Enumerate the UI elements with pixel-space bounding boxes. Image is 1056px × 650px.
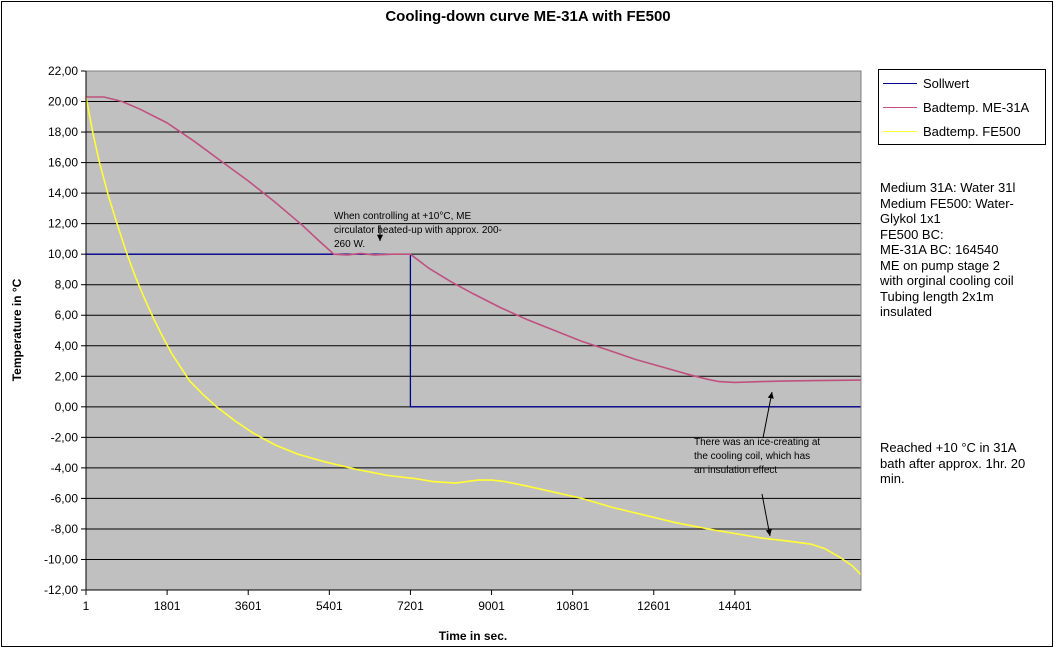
series-line-sollwert bbox=[86, 253, 861, 408]
annotation-2: There was an ice-creating at the cooling … bbox=[694, 437, 820, 476]
legend-label: Badtemp. FE500 bbox=[923, 123, 1021, 139]
y-tick-label: 14,00 bbox=[48, 186, 78, 200]
legend-swatch bbox=[883, 106, 917, 108]
annotation-text: There was an ice-creating at bbox=[694, 437, 820, 448]
annotations: When controlling at +10°C, ME circulator … bbox=[334, 211, 820, 537]
y-tick-label: 0,00 bbox=[55, 400, 79, 414]
annotation-arrow-head bbox=[376, 234, 384, 241]
legend-swatch bbox=[883, 82, 917, 84]
y-tick-label: 10,00 bbox=[48, 247, 78, 261]
y-tick-label: -10,00 bbox=[44, 552, 78, 566]
legend-swatch bbox=[883, 130, 917, 132]
y-tick-label: 12,00 bbox=[48, 217, 78, 231]
y-tick-label: 16,00 bbox=[48, 156, 78, 170]
x-axis-title: Time in sec. bbox=[439, 629, 507, 643]
x-tick-label: 5401 bbox=[316, 599, 343, 613]
legend: Sollwert Badtemp. ME-31A Badtemp. FE500 bbox=[878, 69, 1046, 145]
annotation-arrow-head bbox=[767, 392, 774, 399]
annotation-text: an insulation effect bbox=[694, 465, 777, 476]
medium-notes: Medium 31A: Water 31l Medium FE500: Wate… bbox=[880, 180, 1015, 320]
annotation-text: the cooling coil, which has bbox=[694, 451, 810, 462]
note-line: FE500 BC: bbox=[880, 226, 944, 242]
note-line: Glykol 1x1 bbox=[880, 211, 941, 226]
annotation-text: circulator heated-up with approx. 200- bbox=[334, 225, 502, 236]
y-tick-label: 2,00 bbox=[55, 369, 79, 383]
note-line: Tubing length 2x1m bbox=[880, 288, 994, 304]
axes: 22,0020,0018,0016,0014,0012,0010,008,006… bbox=[44, 64, 862, 613]
plot-area bbox=[86, 71, 861, 590]
note-line: with orginal cooling coil bbox=[880, 273, 1014, 288]
legend-label: Sollwert bbox=[923, 75, 970, 91]
note-line: ME-31A BC: 164540 bbox=[880, 242, 999, 257]
chart-title: Cooling-down curve ME-31A with FE500 bbox=[385, 8, 671, 25]
series-line-badtemp-me-31a bbox=[86, 96, 862, 384]
note-line: Reached +10 °C in 31A bbox=[880, 440, 1017, 455]
note-line: bath after approx. 1hr. 20 bbox=[880, 455, 1026, 471]
legend-item-badtemp-me31a: Badtemp. ME-31A bbox=[883, 97, 1029, 117]
x-tick-label: 10801 bbox=[556, 599, 590, 613]
x-tick-label: 12601 bbox=[637, 599, 671, 613]
y-axis-title: Temperature in °C bbox=[10, 278, 24, 381]
annotation-arrow bbox=[761, 493, 771, 537]
y-tick-label: 8,00 bbox=[55, 278, 79, 292]
x-tick-label: 7201 bbox=[397, 599, 424, 613]
note-line: min. bbox=[880, 471, 905, 486]
y-tick-label: 18,00 bbox=[48, 125, 78, 139]
y-tick-label: -8,00 bbox=[51, 522, 79, 536]
series-line-badtemp-fe500 bbox=[85, 96, 862, 576]
annotation-text: 260 W. bbox=[334, 239, 365, 250]
legend-item-badtemp-fe500: Badtemp. FE500 bbox=[883, 121, 1021, 141]
x-tick-label: 1 bbox=[83, 599, 90, 613]
x-tick-label: 9001 bbox=[478, 599, 505, 613]
y-tick-label: 6,00 bbox=[55, 308, 79, 322]
y-tick-label: -6,00 bbox=[51, 491, 79, 505]
result-notes: Reached +10 °C in 31A bath after approx.… bbox=[880, 440, 1025, 487]
note-line: Medium FE500: Water- bbox=[880, 195, 1014, 211]
note-line: Medium 31A: Water 31l bbox=[880, 180, 1016, 195]
series-layer bbox=[85, 96, 862, 576]
annotation-arrow-head bbox=[765, 529, 772, 536]
x-tick-label: 14401 bbox=[718, 599, 752, 613]
y-tick-label: 22,00 bbox=[48, 64, 78, 78]
x-tick-label: 1801 bbox=[154, 599, 181, 613]
annotation-arrow bbox=[762, 391, 773, 439]
note-line: insulated bbox=[880, 304, 933, 319]
note-line: ME on pump stage 2 bbox=[880, 257, 1000, 273]
legend-label: Badtemp. ME-31A bbox=[923, 99, 1030, 115]
y-tick-label: 20,00 bbox=[48, 95, 78, 109]
x-tick-label: 3601 bbox=[235, 599, 262, 613]
legend-item-sollwert: Sollwert bbox=[883, 73, 969, 93]
y-tick-label: -2,00 bbox=[51, 430, 79, 444]
annotation-1: When controlling at +10°C, ME circulator … bbox=[334, 211, 502, 250]
y-tick-label: -12,00 bbox=[44, 583, 78, 597]
y-tick-label: 4,00 bbox=[55, 339, 79, 353]
annotation-text: When controlling at +10°C, ME bbox=[334, 211, 471, 222]
y-tick-label: -4,00 bbox=[51, 461, 79, 475]
